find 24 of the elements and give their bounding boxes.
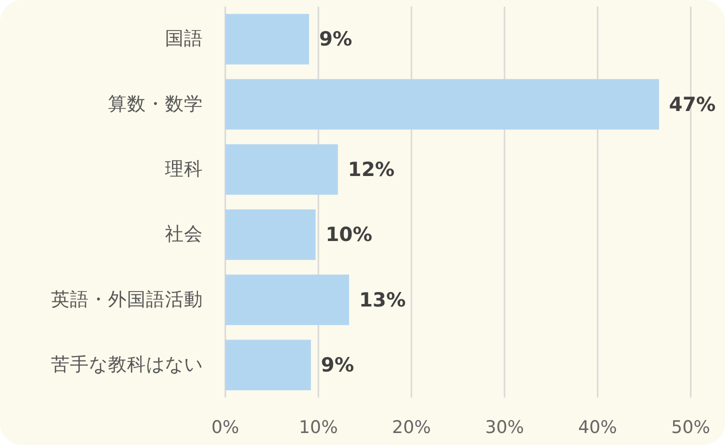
- data-label: 47%: [669, 92, 716, 116]
- x-tick-label: 10%: [298, 418, 338, 438]
- data-label: 13%: [359, 288, 406, 312]
- bar: [225, 79, 660, 130]
- x-tick-label: 20%: [392, 418, 431, 438]
- x-tick-label: 0%: [211, 418, 240, 438]
- x-tick-label: 50%: [671, 418, 710, 438]
- data-label: 9%: [320, 354, 354, 377]
- bar: [225, 209, 316, 260]
- x-tick-label: 40%: [578, 418, 618, 438]
- y-tick-label: 英語・外国語活動: [51, 289, 203, 310]
- y-tick-label: 社会: [165, 224, 203, 246]
- y-tick-label: 理科: [165, 159, 203, 180]
- y-tick-label: 苦手な教科はない: [51, 354, 203, 376]
- bar: [225, 340, 311, 390]
- data-label: 9%: [319, 28, 352, 51]
- data-label: 12%: [348, 158, 395, 182]
- y-tick-label: 算数・数学: [108, 94, 203, 115]
- data-label: 10%: [326, 223, 372, 246]
- x-tick-label: 30%: [485, 418, 524, 438]
- y-tick-label: 国語: [165, 28, 203, 50]
- bar: [225, 274, 350, 326]
- bar: [225, 144, 338, 195]
- bar: [225, 14, 310, 64]
